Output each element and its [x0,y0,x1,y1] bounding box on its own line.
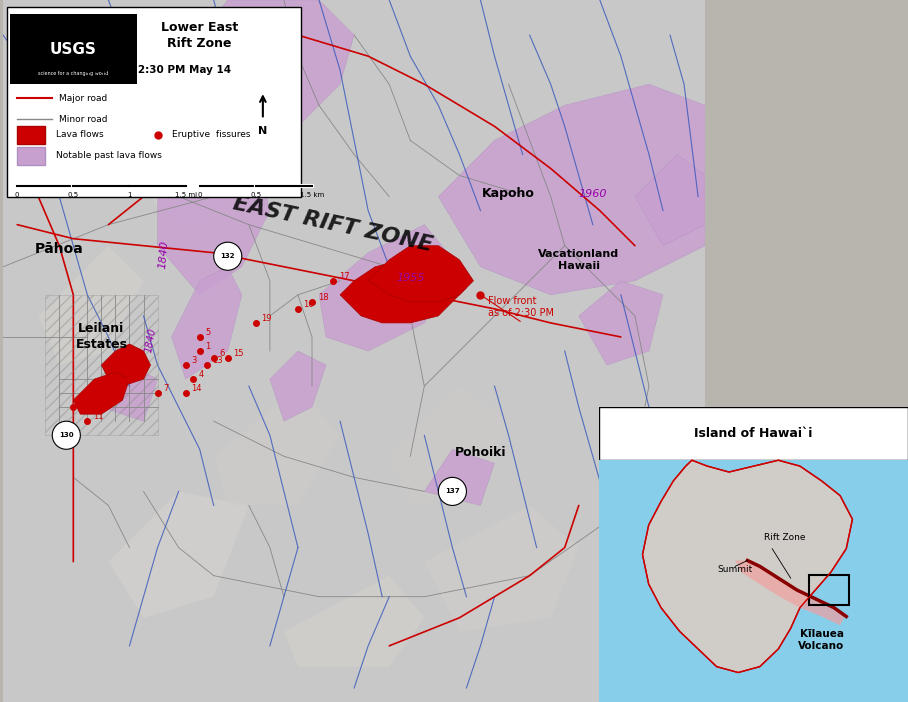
Text: Lower East
Rift Zone: Lower East Rift Zone [161,20,238,50]
Text: 1960: 1960 [578,189,607,199]
Text: 1: 1 [205,342,211,351]
Text: 9: 9 [121,356,126,365]
Text: science for a changing world: science for a changing world [38,71,109,77]
Polygon shape [102,344,151,386]
Text: 1: 1 [127,192,132,197]
Text: Major road: Major road [59,94,107,102]
Text: 1.5 mi: 1.5 mi [174,192,197,197]
Polygon shape [213,386,340,505]
Polygon shape [108,491,249,618]
Circle shape [53,421,80,449]
Text: 132: 132 [221,253,235,259]
Polygon shape [172,267,242,379]
Bar [809,575,849,604]
Polygon shape [424,449,495,505]
Text: 8: 8 [135,370,141,379]
Polygon shape [735,560,846,625]
Bar [17,126,45,144]
Polygon shape [74,372,130,414]
Text: EAST RIFT ZONE: EAST RIFT ZONE [232,194,435,256]
Text: 4: 4 [198,370,203,379]
Polygon shape [38,246,143,365]
Text: 1840: 1840 [143,326,158,353]
Text: Rift Zone: Rift Zone [764,533,805,542]
Text: 10: 10 [107,398,117,407]
Polygon shape [102,365,158,421]
Text: 0.5: 0.5 [251,192,262,197]
Text: 3: 3 [192,356,197,365]
Text: 5: 5 [205,328,211,337]
Circle shape [213,242,242,270]
Text: Vacationland
Hawaii: Vacationland Hawaii [538,249,619,271]
Bar [17,147,45,165]
Polygon shape [578,281,663,365]
Text: 7: 7 [163,384,169,393]
Text: 11: 11 [93,412,104,421]
Polygon shape [368,246,473,302]
Polygon shape [284,576,424,667]
Text: Pohoiki: Pohoiki [455,446,507,459]
Text: Flow front
as of 2:30 PM: Flow front as of 2:30 PM [488,296,554,318]
Text: 1840: 1840 [158,239,170,269]
Text: 130: 130 [59,432,74,438]
Text: Kīlauea
Volcano: Kīlauea Volcano [798,629,844,651]
Text: Eruptive  fissures: Eruptive fissures [172,131,250,139]
Text: Updated 2:30 PM May 14: Updated 2:30 PM May 14 [84,65,232,75]
Bar [10,14,136,84]
Polygon shape [270,351,326,421]
Text: 14: 14 [192,384,202,393]
Text: Notable past lava flows: Notable past lava flows [55,152,162,160]
Text: 1.5 km: 1.5 km [300,192,324,197]
Text: 12: 12 [79,398,89,407]
Polygon shape [340,260,467,323]
FancyBboxPatch shape [6,7,301,197]
Text: Leilani
Estates: Leilani Estates [75,322,127,352]
Text: 13: 13 [212,356,223,365]
Text: Lava flows: Lava flows [55,131,104,139]
Text: 19: 19 [262,314,272,323]
Text: 0: 0 [197,192,202,197]
Text: 15: 15 [233,349,244,358]
Polygon shape [3,0,706,702]
Polygon shape [643,461,853,673]
Polygon shape [390,386,508,505]
Bar [599,407,908,461]
Text: Kapoho: Kapoho [482,187,535,199]
Text: USGS: USGS [50,41,97,57]
Text: Nanawale
Estates: Nanawale Estates [155,171,216,194]
Polygon shape [439,84,706,295]
Text: 18: 18 [318,293,328,302]
Text: Summit: Summit [717,565,753,574]
Polygon shape [158,126,270,295]
Text: 1840: 1840 [270,32,284,58]
Text: 6: 6 [220,349,224,358]
Text: 16: 16 [303,300,314,309]
Text: 17: 17 [339,272,350,281]
Text: 1955: 1955 [396,273,425,283]
Text: 137: 137 [445,489,459,494]
Bar [599,461,908,702]
Polygon shape [635,154,706,246]
Text: Island of Hawai`i: Island of Hawai`i [695,428,813,440]
Text: Minor road: Minor road [59,115,108,124]
Circle shape [439,477,467,505]
Polygon shape [179,0,354,154]
Polygon shape [143,126,249,225]
Polygon shape [424,505,578,632]
Text: 0: 0 [15,192,19,197]
Text: 0.5: 0.5 [68,192,79,197]
Polygon shape [319,225,459,351]
Text: N: N [258,126,268,136]
Text: Pāhoa: Pāhoa [35,241,84,256]
